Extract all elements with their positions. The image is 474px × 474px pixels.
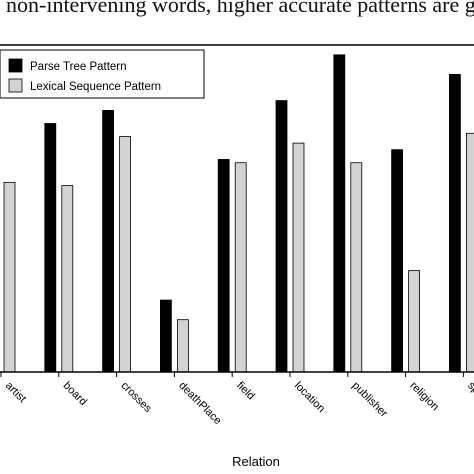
caption-text: non-intervening words, higher accurate p… [6, 0, 474, 17]
x-tick-label-deathplace: deathPlace [176, 380, 223, 427]
bar-lexical-sequence-spou [465, 132, 474, 373]
bar-lexical-sequence-crosses [119, 136, 131, 373]
bars-layer [3, 54, 474, 373]
x-tick-label-board: board [61, 380, 89, 408]
bar-parse-tree-religion [391, 149, 404, 373]
bar-parse-tree-spou [448, 74, 461, 373]
bar-lexical-sequence-location [292, 142, 305, 373]
bar-lexical-sequence-board [61, 185, 74, 373]
x-axis-tick-labels: artist board crosses deathPlace field locatio… [3, 380, 474, 427]
bar-lexical-sequence-publisher [350, 162, 363, 373]
bar-lexical-sequence-religion [408, 270, 421, 373]
legend-swatch-parse-tree [8, 58, 23, 73]
bar-lexical-sequence-artist [3, 181, 16, 373]
x-tick-label-location: location [292, 380, 327, 415]
bar-parse-tree-field [217, 159, 230, 373]
x-tick-label-publisher: publisher [350, 380, 390, 420]
x-axis-title: Relation [232, 454, 280, 469]
legend-box [0, 49, 205, 99]
x-tick-label-artist: artist [3, 380, 28, 405]
bar-parse-tree-publisher [333, 54, 346, 373]
legend: Parse Tree Pattern Lexical Sequence Patt… [0, 49, 205, 99]
bar-parse-tree-board [44, 123, 57, 373]
bar-lexical-sequence-field [234, 162, 247, 373]
bar-parse-tree-location [275, 100, 288, 373]
bar-parse-tree-deathplace [159, 299, 172, 373]
legend-label-parse-tree: Parse Tree Pattern [30, 61, 127, 73]
x-tick-label-crosses: crosses [118, 380, 154, 416]
bar-lexical-sequence-deathplace [176, 319, 189, 373]
legend-swatch-lexical-sequence [8, 78, 23, 93]
x-tick-label-field: field [234, 380, 257, 403]
x-axis-ticks [0, 372, 464, 377]
x-tick-label-spou: spou [465, 380, 474, 405]
bar-parse-tree-crosses [102, 110, 114, 373]
x-tick-label-religion: religion [407, 380, 441, 414]
legend-label-lexical-sequence: Lexical Sequence Pattern [30, 81, 161, 93]
